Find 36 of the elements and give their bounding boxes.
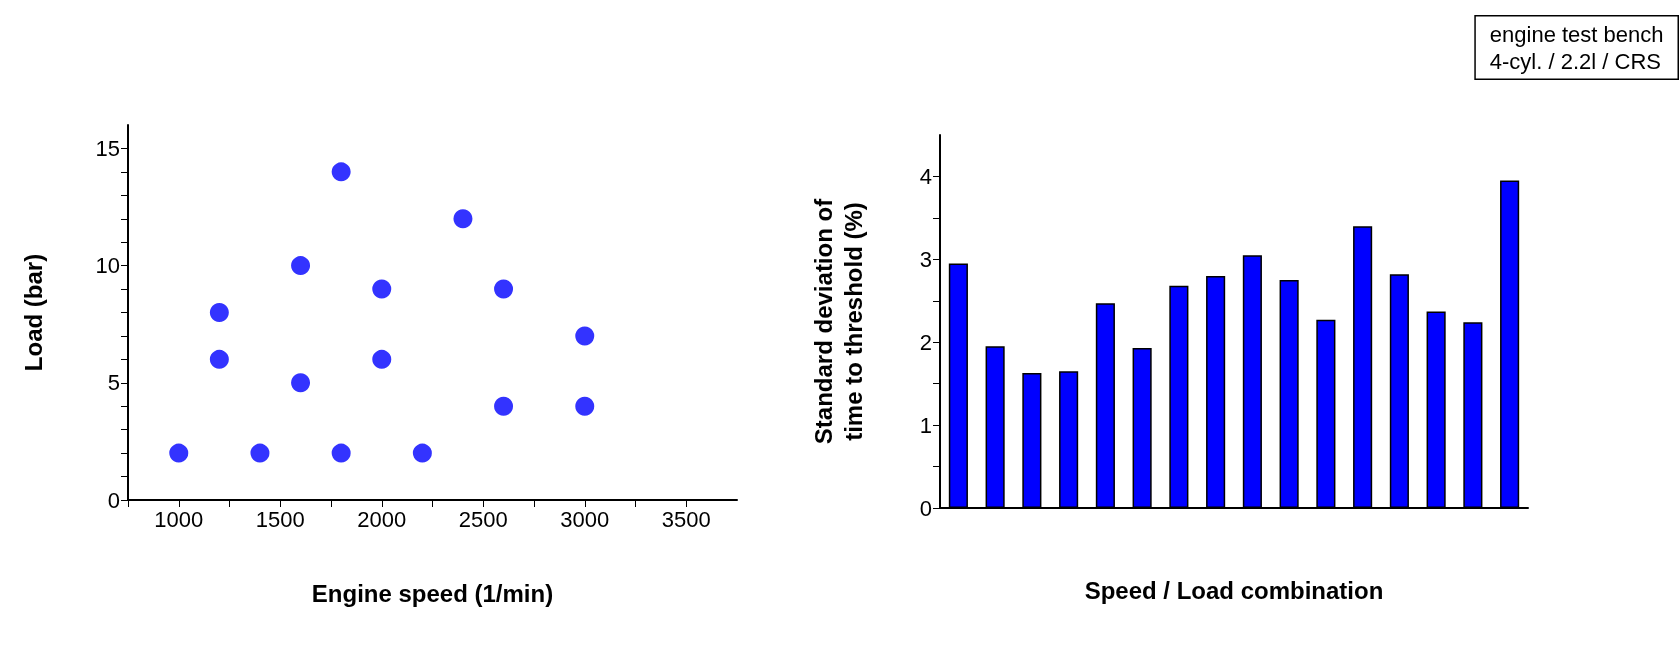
point <box>494 396 514 416</box>
point <box>575 396 595 416</box>
y-axis-title: Load (bar) <box>19 253 47 372</box>
y-tick-label: 15 <box>95 135 120 161</box>
x-tick-label: 3500 <box>661 506 711 532</box>
x-tick-label: 3000 <box>560 506 610 532</box>
y-tick-label: 4 <box>919 163 932 189</box>
y-tick-label: 10 <box>95 253 120 279</box>
y-tick-label: 5 <box>107 370 120 396</box>
point <box>331 162 351 182</box>
y-tick-label: 0 <box>919 495 932 521</box>
y-tick-label: 2 <box>919 329 932 355</box>
point <box>209 303 229 322</box>
x-tick-label: 1500 <box>255 506 305 532</box>
point <box>453 209 473 229</box>
point <box>250 443 270 463</box>
x-tick-label: 2000 <box>357 506 407 532</box>
point <box>494 279 514 299</box>
x-axis-title: Speed / Load combination <box>1084 576 1384 604</box>
y-tick-label: 1 <box>919 412 932 438</box>
point <box>291 373 311 393</box>
point <box>372 279 392 299</box>
point <box>169 443 189 463</box>
point <box>209 349 229 369</box>
y-tick-label: 3 <box>919 246 932 272</box>
point <box>575 326 595 346</box>
y-tick-label: 0 <box>107 487 120 513</box>
x-tick-label: 1000 <box>154 506 204 532</box>
y-axis-title: Standard deviation of time to threshold (%) <box>809 197 867 445</box>
x-tick-label: 2500 <box>458 506 508 532</box>
x-axis-title: Engine speed (1/min) <box>311 579 554 607</box>
text: engine test bench 4-cyl. / 2.2l / CRS <box>1489 21 1664 74</box>
point <box>291 256 311 276</box>
point <box>331 443 351 463</box>
point <box>372 349 392 369</box>
point <box>412 443 432 463</box>
